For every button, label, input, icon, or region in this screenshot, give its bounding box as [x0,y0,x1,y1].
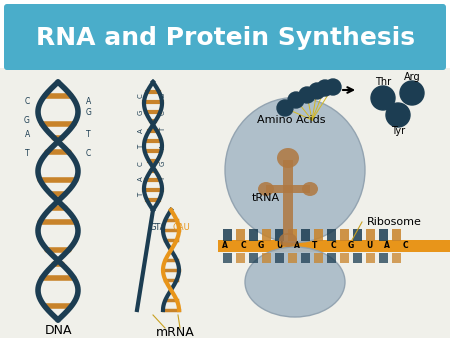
Bar [301,253,310,263]
Ellipse shape [302,182,318,196]
Text: G: G [258,241,264,250]
Bar [218,240,450,252]
Text: A: A [86,97,91,105]
Text: U: U [276,241,282,250]
Bar [327,229,336,241]
Text: G: G [138,110,144,115]
Text: G: G [160,93,166,98]
Circle shape [317,80,333,96]
Circle shape [309,83,325,99]
Text: G: G [86,108,92,117]
Text: RNA and Protein Synthesis: RNA and Protein Synthesis [36,26,414,50]
Text: A: A [384,241,390,250]
Bar [249,253,258,263]
Bar [275,253,284,263]
Text: C: C [330,241,336,250]
Text: CAU: CAU [172,223,190,232]
Bar [301,229,310,241]
Bar [283,160,293,235]
Text: A: A [25,130,30,139]
Ellipse shape [277,148,299,168]
Bar [340,229,349,241]
Text: T: T [160,128,166,132]
Text: G: G [24,116,30,125]
Text: C: C [160,110,166,115]
Text: U: U [366,241,372,250]
Text: tRNA: tRNA [252,193,280,203]
Bar [236,229,245,241]
Text: C: C [138,93,144,98]
Bar [288,253,297,263]
Circle shape [288,92,304,108]
Bar [353,229,362,241]
Bar [353,253,362,263]
Bar [340,253,349,263]
Bar [236,253,245,263]
Ellipse shape [225,97,365,242]
Text: G: G [160,161,166,166]
Text: G: G [348,241,354,250]
FancyBboxPatch shape [4,4,446,70]
Text: A: A [138,128,144,133]
Ellipse shape [258,182,274,196]
Ellipse shape [279,233,297,247]
Bar [392,229,401,241]
Text: GTA: GTA [150,223,166,232]
Circle shape [371,86,395,110]
Ellipse shape [245,247,345,317]
Text: T: T [86,130,90,139]
Text: C: C [240,241,246,250]
Bar [262,253,271,263]
Text: Ribosome: Ribosome [367,217,422,227]
Text: A: A [222,241,228,250]
Bar [327,253,336,263]
Bar [249,229,258,241]
Bar [379,253,388,263]
Text: C: C [86,149,91,158]
Text: T: T [160,176,166,181]
Text: T: T [138,193,144,197]
Text: Arg: Arg [404,72,420,82]
Circle shape [277,100,293,116]
Bar [392,253,401,263]
Circle shape [386,103,410,127]
Text: C: C [138,161,144,166]
Text: DNA: DNA [44,323,72,337]
Bar [275,229,284,241]
Text: C: C [25,97,30,105]
Text: Tyr: Tyr [391,126,405,136]
Text: Thr: Thr [375,77,391,87]
Text: T: T [138,145,144,149]
Bar [379,229,388,241]
Text: T: T [25,149,30,158]
Text: A: A [294,241,300,250]
Text: mRNA: mRNA [156,327,194,338]
Circle shape [325,79,341,95]
Bar [223,253,232,263]
Text: A: A [160,144,166,149]
Bar [266,185,310,193]
Bar [288,229,297,241]
Text: T: T [312,241,318,250]
Text: C: C [402,241,408,250]
Bar [314,253,323,263]
Circle shape [299,87,315,103]
Circle shape [400,81,424,105]
Text: A: A [138,176,144,181]
Bar [366,229,375,241]
Bar [262,229,271,241]
Bar [0,68,450,338]
Bar [223,229,232,241]
Bar [314,229,323,241]
Bar [366,253,375,263]
Text: Amino Acids: Amino Acids [257,115,325,125]
